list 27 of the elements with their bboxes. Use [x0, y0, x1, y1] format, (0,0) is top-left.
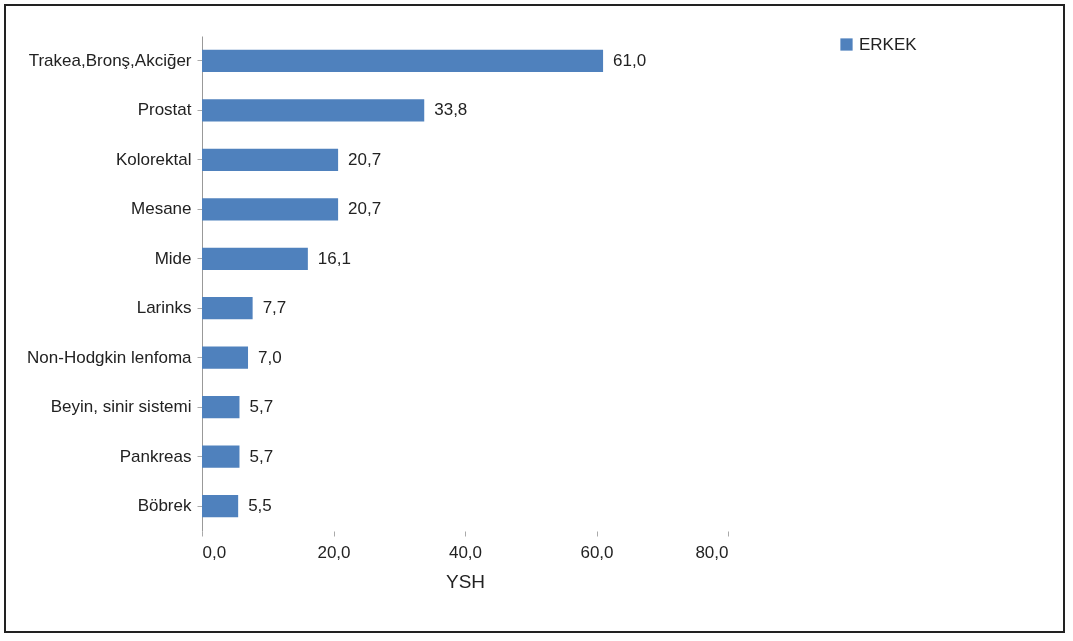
- data-label: 20,7: [348, 199, 382, 219]
- x-tick-label: 80,0: [695, 542, 729, 562]
- x-tick-label: 20,0: [317, 542, 351, 562]
- y-tick-label: Kolorektal: [115, 149, 192, 169]
- data-label: 61,0: [613, 50, 647, 70]
- x-tick-label: 0,0: [202, 542, 227, 562]
- legend-label: ERKEK: [859, 34, 918, 54]
- data-label: 33,8: [434, 100, 468, 120]
- x-axis-title: YSH: [445, 570, 486, 592]
- y-tick-label: Böbrek: [137, 496, 192, 516]
- y-tick-label: Pankreas: [119, 446, 192, 466]
- x-tick-label: 60,0: [580, 542, 614, 562]
- data-label: 16,1: [317, 248, 351, 268]
- y-tick-label: Non-Hodgkin lenfoma: [27, 347, 193, 367]
- data-label: 7,7: [262, 298, 287, 318]
- data-label: 5,7: [249, 446, 274, 466]
- data-label: 5,5: [248, 496, 272, 516]
- x-tick-label: 40,0: [448, 542, 483, 562]
- data-label: 7,0: [258, 347, 282, 367]
- y-tick-label: Trakea,Bronş,Akciğer: [28, 50, 192, 70]
- data-label: 5,7: [249, 397, 274, 417]
- data-label: 20,7: [348, 149, 382, 169]
- y-tick-label: Mide: [154, 248, 192, 268]
- y-tick-label: Larinks: [136, 298, 192, 318]
- y-tick-label: Beyin, sinir sistemi: [50, 397, 192, 417]
- y-tick-label: Prostat: [137, 100, 192, 120]
- y-tick-label: Mesane: [131, 199, 192, 219]
